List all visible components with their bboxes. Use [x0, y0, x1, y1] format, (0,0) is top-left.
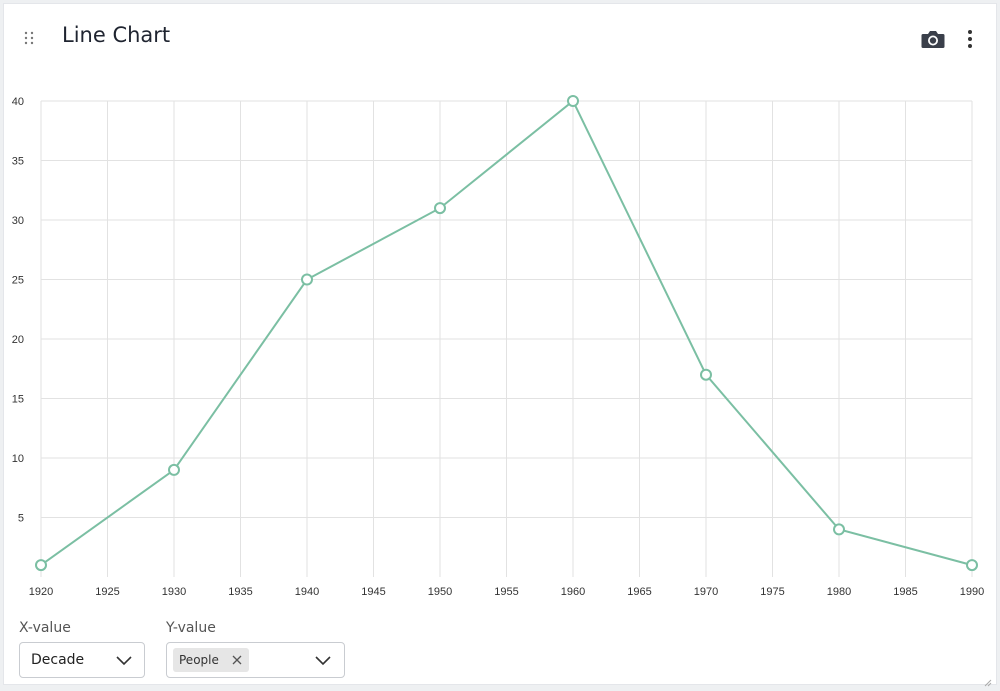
x-tick-label: 1985: [893, 586, 917, 598]
close-icon[interactable]: [231, 654, 243, 666]
x-tick-label: 1980: [827, 586, 851, 598]
x-tick-label: 1960: [561, 586, 585, 598]
x-tick-label: 1930: [162, 586, 186, 598]
x-tick-label: 1955: [494, 586, 518, 598]
x-tick-label: 1925: [95, 586, 119, 598]
y-tick-label: 40: [12, 96, 24, 108]
data-point: [301, 273, 313, 286]
camera-icon[interactable]: [920, 27, 946, 51]
y-tick-label: 35: [12, 156, 24, 168]
x-tick-label: 1945: [361, 586, 385, 598]
line-chart: 1920 1925 1930 1935 1940 1945 1950 1955 1960 1965…: [12, 95, 984, 598]
data-point: [966, 559, 978, 572]
y-value-chip: People: [173, 648, 249, 672]
y-tick-label: 25: [12, 275, 24, 287]
data-point: [434, 202, 446, 215]
y-value-select[interactable]: People: [166, 642, 345, 678]
y-tick-label: 20: [12, 334, 24, 346]
x-tick-label: 1970: [694, 586, 718, 598]
y-tick-label: 30: [12, 215, 24, 227]
series-line: [40, 99, 973, 567]
y-tick-label: 15: [12, 394, 24, 406]
data-point: [700, 368, 712, 381]
data-point: [168, 463, 180, 476]
chevron-down-icon: [116, 656, 132, 666]
more-vertical-icon[interactable]: [962, 27, 978, 51]
chart-title: Line Chart: [62, 23, 171, 47]
resize-handle[interactable]: [984, 672, 992, 687]
x-value-select[interactable]: Decade: [19, 642, 145, 678]
grip-dots-icon[interactable]: [23, 31, 37, 45]
y-tick-label: 10: [12, 453, 24, 465]
data-point: [35, 559, 47, 572]
x-tick-label: 1935: [228, 586, 252, 598]
chevron-down-icon: [315, 656, 331, 666]
x-tick-label: 1975: [760, 586, 784, 598]
chart-panel: Line Chart: [3, 3, 997, 687]
y-value-chip-label: People: [179, 653, 219, 667]
x-value-selected: Decade: [31, 652, 85, 668]
y-value-label: Y-value: [166, 620, 216, 636]
y-tick-label: 5: [18, 513, 24, 525]
x-value-label: X-value: [19, 620, 71, 636]
x-tick-label: 1940: [295, 586, 319, 598]
data-point: [833, 523, 845, 536]
x-tick-label: 1920: [29, 586, 53, 598]
x-tick-label: 1990: [960, 586, 984, 598]
x-tick-label: 1950: [428, 586, 452, 598]
data-point: [567, 95, 579, 107]
x-tick-label: 1965: [627, 586, 651, 598]
